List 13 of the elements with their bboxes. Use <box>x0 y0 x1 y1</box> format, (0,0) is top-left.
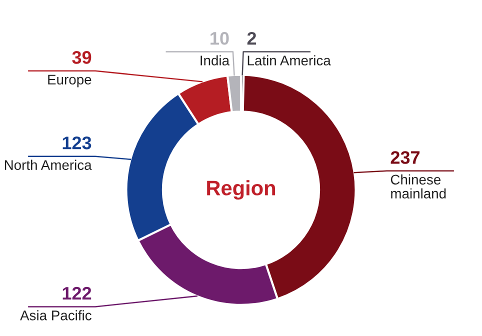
slice-label: Chinese mainland <box>390 174 446 199</box>
slice-label: India <box>200 55 230 66</box>
data-label: 2 <box>247 32 256 45</box>
slice-label: Asia Pacific <box>20 310 92 320</box>
slice-label: Europe <box>48 74 92 88</box>
text: Region <box>207 180 276 200</box>
data-label: 122 <box>62 286 92 300</box>
data-label: 39 <box>72 51 92 64</box>
data-label: 10 <box>210 32 229 45</box>
data-label: 237 <box>390 151 420 164</box>
slice-label: North America <box>4 160 92 170</box>
data-label: 123 <box>62 136 92 150</box>
slice-label: Latin America <box>248 55 331 66</box>
